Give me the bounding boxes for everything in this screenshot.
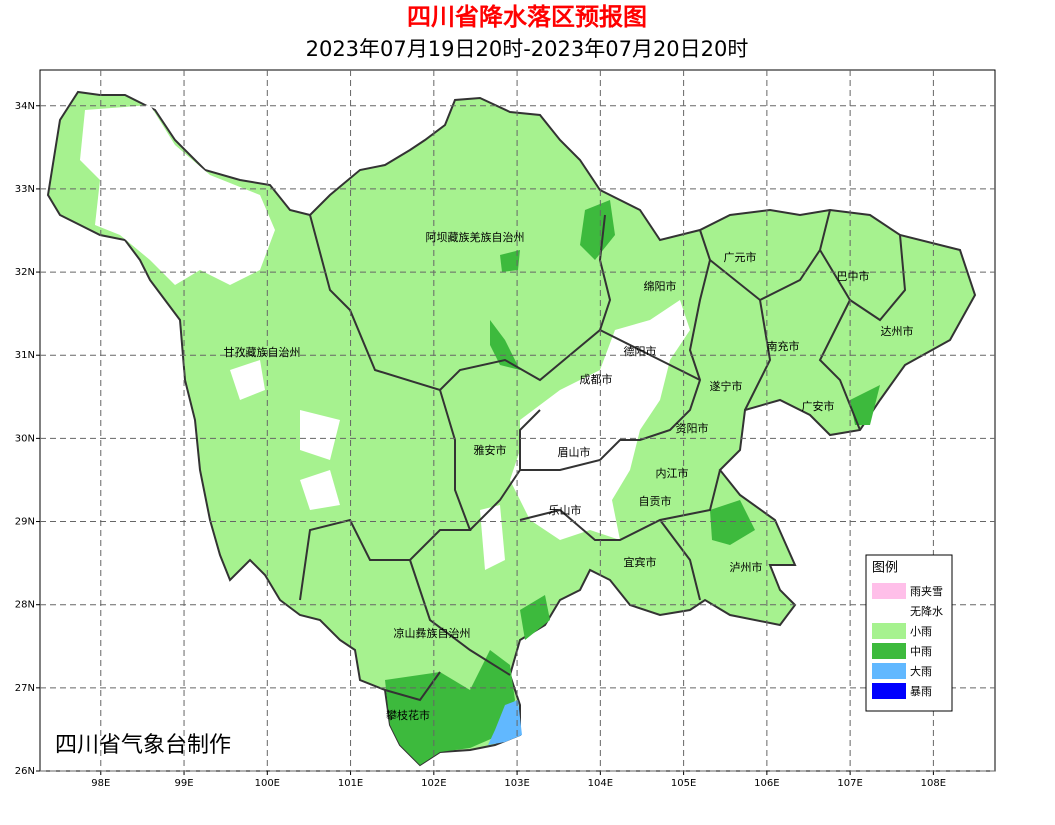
moderate-rain-area xyxy=(500,250,520,272)
legend-title: 图例 xyxy=(872,561,898,576)
region-label: 泸州市 xyxy=(730,560,763,574)
region-label: 德阳市 xyxy=(624,344,657,358)
y-tick-label: 34N xyxy=(15,101,35,112)
grid: 98E 99E 100E 101E 102E 103E 104E 105E 106E 107E 10… xyxy=(15,70,995,789)
region-label: 雅安市 xyxy=(474,443,507,457)
y-tick-label: 30N xyxy=(15,433,35,444)
x-tick-label: 102E xyxy=(421,778,446,789)
x-tick-label: 108E xyxy=(921,778,946,789)
no-rain-area xyxy=(480,505,505,570)
subtitle: 2023年07月19日20时-2023年07月20日20时 xyxy=(306,37,749,61)
region-label: 攀枝花市 xyxy=(386,708,430,722)
region-label: 阿坝藏族羌族自治州 xyxy=(426,230,525,244)
x-tick-label: 98E xyxy=(91,778,110,789)
region-label: 绵阳市 xyxy=(644,279,677,293)
x-tick-label: 101E xyxy=(338,778,363,789)
region-label: 遂宁市 xyxy=(710,379,743,393)
province-shape xyxy=(46,90,977,767)
region-label: 广安市 xyxy=(802,399,835,413)
title: 四川省降水落区预报图 xyxy=(407,3,647,31)
region-label: 内江市 xyxy=(656,466,689,480)
credit: 四川省气象台制作 xyxy=(55,733,231,758)
heavy-rain-area xyxy=(488,700,522,745)
region-label: 广元市 xyxy=(724,250,757,264)
moderate-rain-area xyxy=(385,650,515,765)
y-tick-label: 27N xyxy=(15,683,35,694)
no-rain-area xyxy=(230,360,265,400)
region-label: 自贡市 xyxy=(639,494,672,508)
x-tick-label: 105E xyxy=(671,778,696,789)
no-rain-area xyxy=(80,105,275,285)
legend-swatch xyxy=(872,583,906,599)
legend-label: 小雨 xyxy=(910,625,932,638)
region-label: 资阳市 xyxy=(676,421,709,435)
y-tick-label: 33N xyxy=(15,184,35,195)
region-label: 成都市 xyxy=(580,372,613,386)
x-tick-label: 103E xyxy=(504,778,529,789)
region-label: 甘孜藏族自治州 xyxy=(224,345,301,359)
legend-swatch xyxy=(872,683,906,699)
legend-label: 无降水 xyxy=(910,604,943,618)
x-tick-label: 99E xyxy=(175,778,194,789)
y-tick-label: 26N xyxy=(15,766,35,777)
no-rain-area xyxy=(300,470,340,510)
no-rain-area xyxy=(300,410,340,460)
legend-label: 暴雨 xyxy=(910,685,932,698)
moderate-rain-area xyxy=(580,200,615,260)
moderate-rain-area xyxy=(710,500,755,545)
y-tick-label: 32N xyxy=(15,267,35,278)
x-tick-label: 106E xyxy=(754,778,779,789)
moderate-rain-area xyxy=(850,385,880,425)
moderate-rain-area xyxy=(490,320,520,370)
x-tick-label: 107E xyxy=(837,778,862,789)
legend-label: 大雨 xyxy=(910,664,932,678)
region-label: 眉山市 xyxy=(558,445,591,459)
y-tick-label: 29N xyxy=(15,517,35,528)
legend-label: 雨夹雪 xyxy=(910,585,943,598)
moderate-rain-area xyxy=(520,595,550,640)
legend-swatch xyxy=(872,643,906,659)
y-tick-label: 31N xyxy=(15,350,35,361)
legend-swatch xyxy=(872,603,906,619)
y-tick-label: 28N xyxy=(15,600,35,611)
region-label: 宜宾市 xyxy=(624,555,657,569)
region-label: 凉山彝族自治州 xyxy=(394,626,471,640)
region-label: 达州市 xyxy=(881,324,914,338)
legend-label: 中雨 xyxy=(910,645,932,658)
x-tick-label: 104E xyxy=(588,778,613,789)
legend-swatch xyxy=(872,623,906,639)
x-tick-label: 100E xyxy=(255,778,280,789)
region-label: 巴中市 xyxy=(837,269,870,283)
legend-swatch xyxy=(872,663,906,679)
region-label: 乐山市 xyxy=(549,503,582,517)
region-label: 南充市 xyxy=(767,339,800,353)
